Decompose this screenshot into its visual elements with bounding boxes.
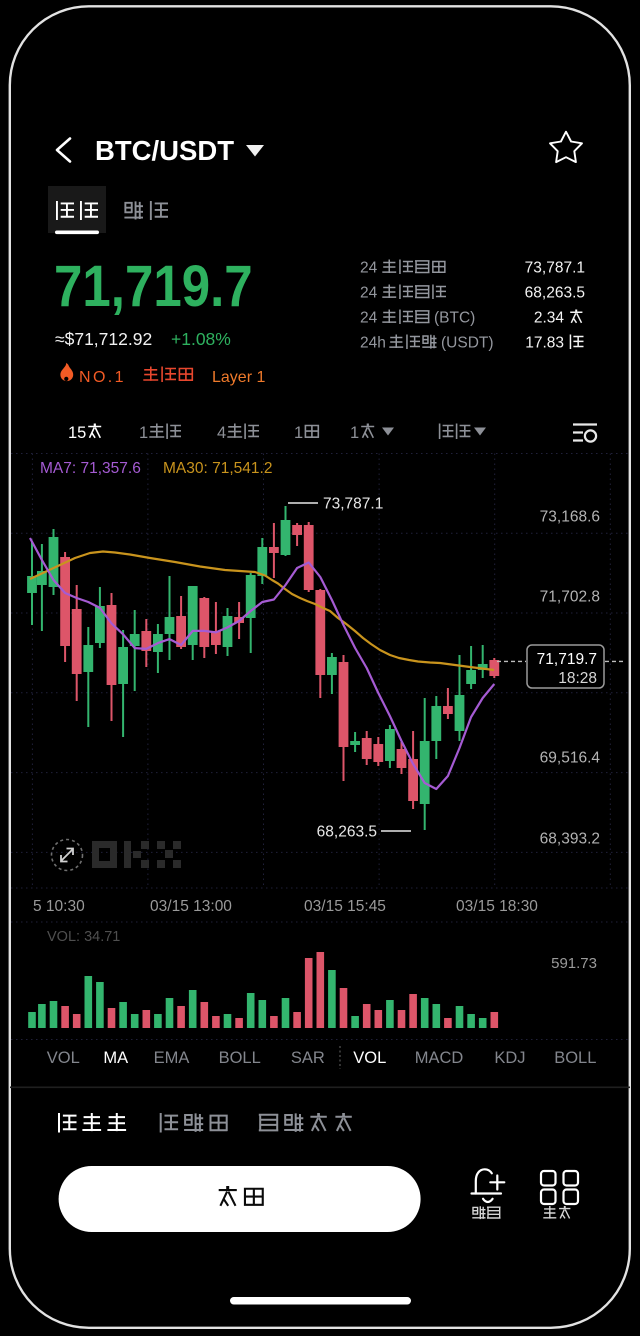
- svg-text:03/15 13:00: 03/15 13:00: [150, 898, 232, 915]
- svg-text:Layer 1: Layer 1: [212, 369, 265, 386]
- svg-text:71,702.8: 71,702.8: [540, 589, 600, 606]
- svg-text:VOL: VOL: [47, 1049, 80, 1067]
- svg-text:73,787.1: 73,787.1: [525, 260, 585, 277]
- svg-text:BOLL: BOLL: [554, 1049, 596, 1067]
- svg-text:18:28: 18:28: [558, 670, 597, 687]
- svg-text:EMA: EMA: [154, 1049, 190, 1067]
- svg-text:+1.08%: +1.08%: [171, 329, 231, 349]
- svg-text:VOL: VOL: [353, 1049, 386, 1067]
- svg-text:69,516.4: 69,516.4: [540, 750, 601, 767]
- svg-text:03/15 18:30: 03/15 18:30: [456, 898, 538, 915]
- svg-text:1: 1: [294, 424, 303, 442]
- svg-text:15: 15: [68, 424, 86, 442]
- svg-text:NO.1: NO.1: [79, 369, 126, 386]
- svg-text:VOL: 34.71: VOL: 34.71: [47, 929, 120, 945]
- svg-text:≈$71,712.92: ≈$71,712.92: [55, 329, 152, 349]
- svg-text:68,263.5: 68,263.5: [525, 285, 585, 302]
- svg-text:68,393.2: 68,393.2: [540, 831, 600, 848]
- svg-text:BOLL: BOLL: [219, 1049, 261, 1067]
- svg-text:68,263.5: 68,263.5: [317, 824, 377, 841]
- svg-text:71,719.7: 71,719.7: [54, 254, 253, 319]
- svg-text:4: 4: [217, 424, 226, 442]
- svg-text:(BTC): (BTC): [434, 310, 475, 327]
- svg-text:1: 1: [350, 424, 359, 442]
- svg-text:MA: MA: [103, 1049, 128, 1067]
- svg-text:17.83: 17.83: [525, 335, 564, 352]
- svg-text:73,168.6: 73,168.6: [540, 509, 600, 526]
- svg-text:SAR: SAR: [291, 1049, 325, 1067]
- svg-text:KDJ: KDJ: [494, 1049, 525, 1067]
- svg-text:2.34: 2.34: [534, 310, 565, 327]
- svg-text:73,787.1: 73,787.1: [323, 496, 383, 513]
- svg-text:(USDT): (USDT): [441, 335, 494, 352]
- svg-text:24: 24: [360, 285, 378, 302]
- svg-text:1: 1: [139, 424, 148, 442]
- svg-text:MA30: 71,541.2: MA30: 71,541.2: [163, 460, 272, 477]
- svg-text:MA7: 71,357.6: MA7: 71,357.6: [40, 460, 141, 477]
- svg-text:5 10:30: 5 10:30: [33, 898, 85, 915]
- svg-text:71,719.7: 71,719.7: [537, 651, 597, 668]
- svg-text:24h: 24h: [360, 335, 386, 352]
- svg-text:24: 24: [360, 310, 378, 327]
- svg-text:24: 24: [360, 260, 378, 277]
- svg-text:BTC/USDT: BTC/USDT: [95, 135, 234, 166]
- svg-text:591.73: 591.73: [551, 955, 597, 972]
- svg-text:03/15 15:45: 03/15 15:45: [304, 898, 386, 915]
- svg-text:MACD: MACD: [415, 1049, 464, 1067]
